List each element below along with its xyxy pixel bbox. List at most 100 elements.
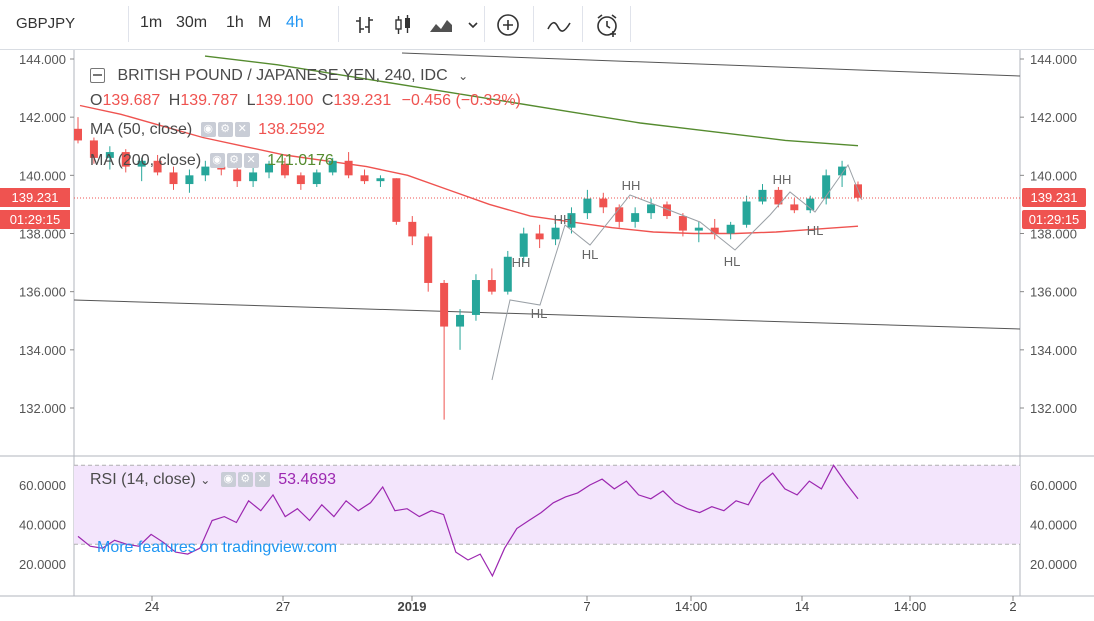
candle-body [233, 169, 242, 182]
toolbar-divider [484, 6, 485, 42]
timeframe-4h[interactable]: 4h [286, 14, 304, 31]
collapse-icon[interactable] [90, 68, 105, 84]
time-tick-label: 2 [1009, 599, 1016, 614]
timeframe-1m[interactable]: 1m [140, 14, 163, 31]
candle-body [599, 198, 608, 208]
price-tick-left: 132.000 [19, 401, 66, 416]
countdown-tag: 01:29:15 [1022, 210, 1086, 229]
candle-body [838, 166, 847, 176]
toolbar-divider [630, 6, 631, 42]
candle-body [328, 160, 337, 173]
symbol-search[interactable]: GBPJPY [16, 15, 76, 32]
swing-label: HL [807, 223, 824, 238]
settings-gear-icon[interactable]: ⚙ [217, 122, 233, 138]
price-tick-left: 140.000 [19, 168, 66, 183]
remove-close-icon[interactable]: ✕ [254, 472, 270, 488]
ma200-value: 141.0176 [267, 152, 334, 169]
time-tick-label: 14:00 [675, 599, 708, 614]
candle-body [615, 207, 624, 222]
swing-label: HH [512, 255, 531, 270]
symbol-description: BRITISH POUND / JAPANESE YEN, 240, IDC [117, 67, 448, 84]
price-tick-right: 134.000 [1030, 343, 1077, 358]
candle-body [408, 221, 417, 237]
price-tick-right: 142.000 [1030, 110, 1077, 125]
watermark-link[interactable]: More features on tradingview.com [97, 539, 338, 556]
rsi-value: 53.4693 [278, 471, 337, 488]
timeframe-30m[interactable]: 30m [176, 14, 208, 31]
candle-body [280, 163, 289, 176]
settings-gear-icon[interactable]: ⚙ [237, 472, 253, 488]
area-style-icon[interactable] [426, 10, 456, 40]
candle-body [312, 172, 321, 185]
candle-body [169, 172, 178, 185]
close-value: 139.231 [333, 92, 392, 109]
candle-body [89, 140, 98, 158]
low-value: 139.100 [255, 92, 314, 109]
rsi-tick-right: 40.0000 [1030, 518, 1077, 533]
candle-body [265, 163, 274, 173]
chart-legend-title: BRITISH POUND / JAPANESE YEN, 240, IDC ⌄ [90, 67, 468, 85]
swing-zigzag-line [491, 163, 863, 381]
ma200-label: MA (200, close) [90, 152, 202, 169]
chart-area[interactable]: 144.000 144.000 142.000 142.000 140.000 140.0… [0, 50, 1094, 621]
settings-gear-icon[interactable]: ⚙ [226, 153, 242, 169]
add-compare-icon[interactable] [493, 10, 523, 40]
candle-body [647, 204, 656, 214]
candle-body [249, 172, 258, 182]
rsi-tick-right: 20.0000 [1030, 557, 1077, 572]
chevron-down-icon[interactable]: ⌄ [458, 69, 469, 83]
rsi-tick-right: 60.0000 [1030, 478, 1077, 493]
ma200-line [204, 55, 859, 147]
candle-body [631, 213, 640, 222]
timeframe-month[interactable]: M [258, 14, 272, 31]
price-tick-left: 134.000 [19, 343, 66, 358]
price-tick-left: 142.000 [19, 110, 66, 125]
visibility-icon[interactable]: ◉ [200, 122, 216, 138]
candle-body [121, 152, 130, 167]
bars-style-icon[interactable] [350, 10, 380, 40]
visibility-icon[interactable]: ◉ [209, 153, 225, 169]
candle-body [758, 189, 767, 202]
candle-body [105, 152, 114, 158]
candle-body [201, 166, 210, 176]
visibility-icon[interactable]: ◉ [220, 472, 236, 488]
swing-label: HL [531, 306, 548, 321]
candle-body [424, 236, 433, 283]
ma50-controls: ◉ ⚙ ✕ [200, 122, 250, 138]
change-value: −0.456 (−0.33%) [401, 92, 521, 109]
rsi-tick-left: 60.0000 [19, 478, 66, 493]
candle-body [726, 224, 735, 234]
candle-body [678, 216, 687, 231]
swing-label: HH [554, 212, 573, 227]
indicators-wave-icon[interactable] [544, 10, 574, 40]
rsi-controls: ◉ ⚙ ✕ [220, 472, 270, 488]
candle-body [551, 227, 560, 240]
high-label: H [168, 92, 181, 109]
low-label: L [246, 92, 256, 109]
price-tick-right: 144.000 [1030, 52, 1077, 67]
candle-body [440, 282, 449, 327]
candle-body [392, 178, 401, 222]
candle-body [710, 227, 719, 234]
ma50-label: MA (50, close) [90, 121, 193, 138]
candle-body [694, 227, 703, 231]
candle-body [519, 233, 528, 257]
candle-body [662, 204, 671, 217]
candles-style-icon[interactable] [388, 10, 418, 40]
candle-body [822, 175, 831, 199]
crosshair-price-tag: 139.231 [0, 188, 70, 207]
timeframe-1h[interactable]: 1h [226, 14, 244, 31]
chevron-down-icon[interactable] [458, 10, 488, 40]
alert-clock-icon[interactable] [592, 10, 622, 40]
remove-close-icon[interactable]: ✕ [243, 153, 259, 169]
remove-close-icon[interactable]: ✕ [234, 122, 250, 138]
price-chart[interactable]: 144.000 144.000 142.000 142.000 140.000 140.0… [0, 50, 1094, 621]
toolbar-divider [128, 6, 129, 42]
candle-body [137, 160, 146, 167]
toolbar-divider [582, 6, 583, 42]
time-tick-label: 14 [795, 599, 809, 614]
last-price-tag: 139.231 [1022, 188, 1086, 207]
crosshair-countdown-tag: 01:29:15 [0, 210, 70, 229]
candle-body [487, 280, 496, 292]
chevron-down-icon[interactable]: ⌄ [200, 473, 211, 487]
